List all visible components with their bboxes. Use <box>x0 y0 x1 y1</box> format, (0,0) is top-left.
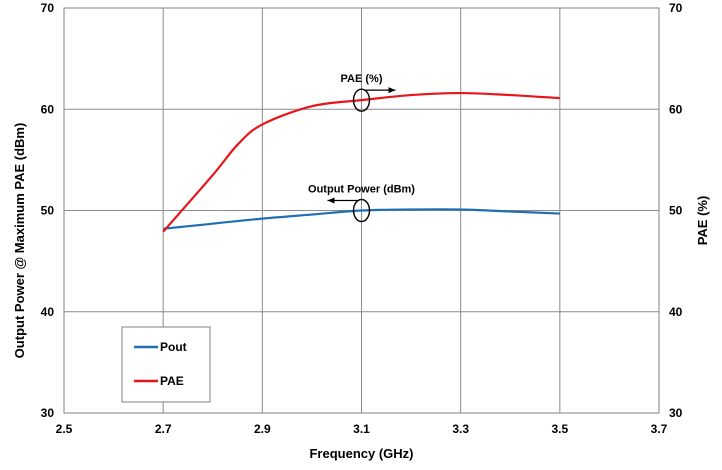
y-left-tick-label: 60 <box>41 102 55 116</box>
x-tick-label: 2.7 <box>155 422 172 436</box>
y-right-tick-label: 60 <box>669 102 683 116</box>
annotation-arrowhead <box>388 87 396 94</box>
y-right-axis-title: PAE (%) <box>695 196 710 246</box>
y-right-tick-label: 70 <box>669 1 683 15</box>
y-left-axis-title: Output Power @ Maximum PAE (dBm) <box>12 123 27 359</box>
x-tick-label: 3.5 <box>551 422 568 436</box>
annotation-label: PAE (%) <box>341 73 383 85</box>
y-left-tick-labels: 30 40 50 60 70 <box>41 1 55 420</box>
annotation-label: Output Power (dBm) <box>308 184 415 196</box>
y-right-tick-label: 50 <box>669 204 683 218</box>
x-tick-label: 2.9 <box>254 422 271 436</box>
x-axis-title: Frequency (GHz) <box>309 446 413 461</box>
annotation-ellipse <box>352 198 371 223</box>
y-left-tick-label: 30 <box>41 406 55 420</box>
annotation-ellipse <box>352 88 371 112</box>
y-right-tick-labels: 30 40 50 60 70 <box>669 1 683 420</box>
y-left-tick-label: 40 <box>41 305 55 319</box>
x-tick-labels: 2.5 2.7 2.9 3.1 3.3 3.5 3.7 <box>56 422 668 436</box>
x-tick-label: 3.7 <box>651 422 668 436</box>
y-right-tick-label: 40 <box>669 305 683 319</box>
x-tick-label: 2.5 <box>56 422 73 436</box>
y-right-tick-label: 30 <box>669 406 683 420</box>
series-line-pout <box>163 208 560 230</box>
legend-label-pae: PAE <box>160 374 184 388</box>
annotations: PAE (%) Output Power (dBm) <box>308 73 415 223</box>
series-group <box>162 91 560 233</box>
y-left-tick-label: 70 <box>41 1 55 15</box>
y-left-tick-label: 50 <box>41 204 55 218</box>
annotation-arrowhead <box>327 197 335 204</box>
series-line-pae <box>162 91 560 233</box>
legend: Pout PAE <box>121 326 211 403</box>
legend-box <box>121 326 211 403</box>
x-tick-label: 3.3 <box>452 422 469 436</box>
legend-label-pout: Pout <box>160 340 187 354</box>
x-tick-label: 3.1 <box>353 422 370 436</box>
